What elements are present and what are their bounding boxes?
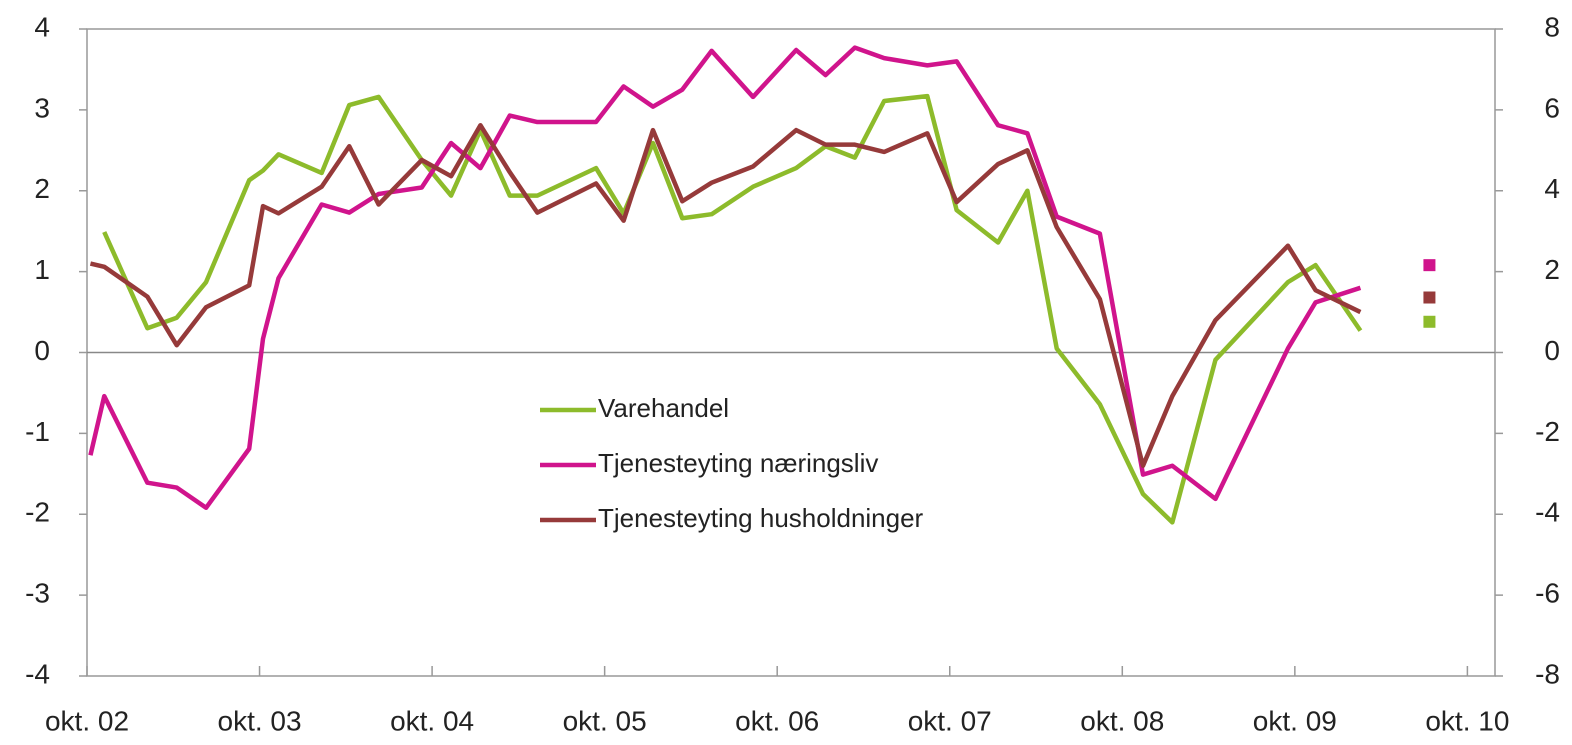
x-tick-label: okt. 05 [563,705,647,736]
legend-label: Tjenesteyting næringsliv [598,448,878,478]
series-line [102,93,1363,525]
end-marker [1423,315,1436,328]
y2-tick-label: 0 [1544,335,1560,366]
end-marker [1423,291,1436,304]
y2-tick-label: 8 [1544,11,1560,42]
y-tick-label: 0 [34,335,50,366]
y2-tick-label: -2 [1535,416,1560,447]
y-tick-label: 4 [34,11,50,42]
y2-tick-label: 4 [1544,173,1560,204]
end-marker [1423,259,1436,272]
x-tick-label: okt. 09 [1253,705,1337,736]
y-tick-label: 2 [34,173,50,204]
legend-label: Varehandel [598,393,729,423]
x-tick-label: okt. 07 [908,705,992,736]
y2-tick-label: 2 [1544,254,1560,285]
y2-tick-label: -8 [1535,658,1560,689]
y-tick-label: -4 [25,658,50,689]
y-tick-label: 3 [34,92,50,123]
y2-tick-label: -4 [1535,497,1560,528]
x-tick-label: okt. 04 [390,705,474,736]
x-tick-label: okt. 10 [1425,705,1509,736]
x-tick-label: okt. 03 [218,705,302,736]
y2-tick-label: 6 [1544,92,1560,123]
series-line [88,45,1362,511]
y-tick-label: -3 [25,578,50,609]
series-line [89,122,1362,468]
x-tick-label: okt. 06 [735,705,819,736]
y-tick-label: -2 [25,497,50,528]
y2-tick-label: -6 [1535,578,1560,609]
y-tick-label: 1 [34,254,50,285]
y-tick-label: -1 [25,416,50,447]
x-tick-label: okt. 02 [45,705,129,736]
legend-label: Tjenesteyting husholdninger [598,503,924,533]
x-tick-label: okt. 08 [1080,705,1164,736]
